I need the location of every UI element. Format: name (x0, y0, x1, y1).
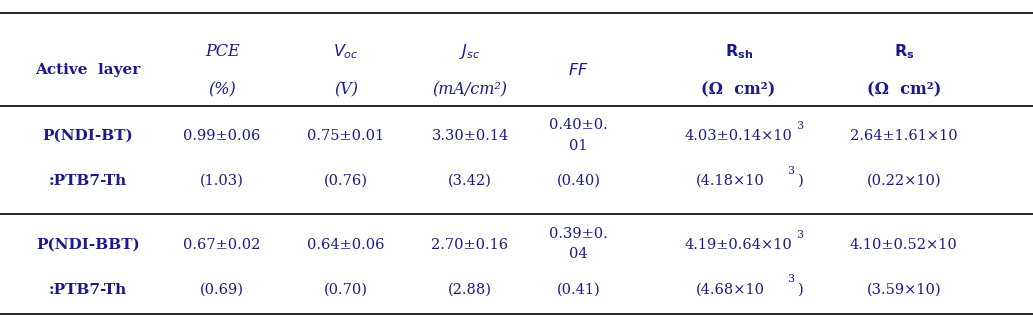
Text: Active  layer: Active layer (35, 63, 140, 77)
Text: P(NDI-BT): P(NDI-BT) (42, 129, 133, 143)
Text: 3: 3 (787, 274, 794, 284)
Text: (V): (V) (334, 81, 358, 98)
Text: $\mathbf{R_{s}}$: $\mathbf{R_{s}}$ (894, 42, 914, 60)
Text: 4.10±0.52×10: 4.10±0.52×10 (850, 238, 958, 252)
Text: :PTB7-Th: :PTB7-Th (49, 283, 127, 297)
Text: 0.64±0.06: 0.64±0.06 (307, 238, 385, 252)
Text: 0.99±0.06: 0.99±0.06 (184, 129, 260, 143)
Text: (mA/cm²): (mA/cm²) (433, 81, 507, 98)
Text: (0.69): (0.69) (200, 283, 244, 297)
Text: (3.42): (3.42) (448, 174, 492, 188)
Text: ): ) (797, 283, 804, 297)
Text: (Ω  cm²): (Ω cm²) (867, 81, 941, 98)
Text: (4.18×10: (4.18×10 (696, 174, 764, 188)
Text: 4.19±0.64×10: 4.19±0.64×10 (685, 238, 792, 252)
Text: 2.64±1.61×10: 2.64±1.61×10 (850, 129, 958, 143)
Text: (0.41): (0.41) (557, 283, 600, 297)
Text: 0.40±0.: 0.40±0. (550, 118, 607, 132)
Text: 3: 3 (796, 229, 804, 240)
Text: $\mathit{FF}$: $\mathit{FF}$ (568, 62, 589, 79)
Text: (Ω  cm²): (Ω cm²) (701, 81, 776, 98)
Text: $\mathbf{R_{sh}}$: $\mathbf{R_{sh}}$ (724, 42, 753, 60)
Text: (2.88): (2.88) (448, 283, 492, 297)
Text: 0.67±0.02: 0.67±0.02 (184, 238, 260, 252)
Text: $\mathit{J}_{sc}$: $\mathit{J}_{sc}$ (460, 42, 480, 61)
Text: 01: 01 (569, 139, 588, 153)
Text: (0.76): (0.76) (324, 174, 368, 188)
Text: (%): (%) (209, 81, 236, 98)
Text: 3: 3 (787, 165, 794, 176)
Text: $\mathit{V}_{oc}$: $\mathit{V}_{oc}$ (334, 42, 358, 60)
Text: (1.03): (1.03) (200, 174, 244, 188)
Text: :PTB7-Th: :PTB7-Th (49, 174, 127, 188)
Text: (3.59×10): (3.59×10) (867, 283, 941, 297)
Text: 0.39±0.: 0.39±0. (550, 227, 607, 241)
Text: PCE: PCE (205, 43, 240, 60)
Text: (0.40): (0.40) (557, 174, 600, 188)
Text: 2.70±0.16: 2.70±0.16 (432, 238, 508, 252)
Text: (0.70): (0.70) (324, 283, 368, 297)
Text: (4.68×10: (4.68×10 (696, 283, 764, 297)
Text: P(NDI-BBT): P(NDI-BBT) (36, 238, 139, 252)
Text: 3: 3 (796, 121, 804, 131)
Text: 04: 04 (569, 247, 588, 261)
Text: 3.30±0.14: 3.30±0.14 (432, 129, 508, 143)
Text: 4.03±0.14×10: 4.03±0.14×10 (685, 129, 792, 143)
Text: ): ) (797, 174, 804, 188)
Text: (0.22×10): (0.22×10) (867, 174, 941, 188)
Text: 0.75±0.01: 0.75±0.01 (308, 129, 384, 143)
